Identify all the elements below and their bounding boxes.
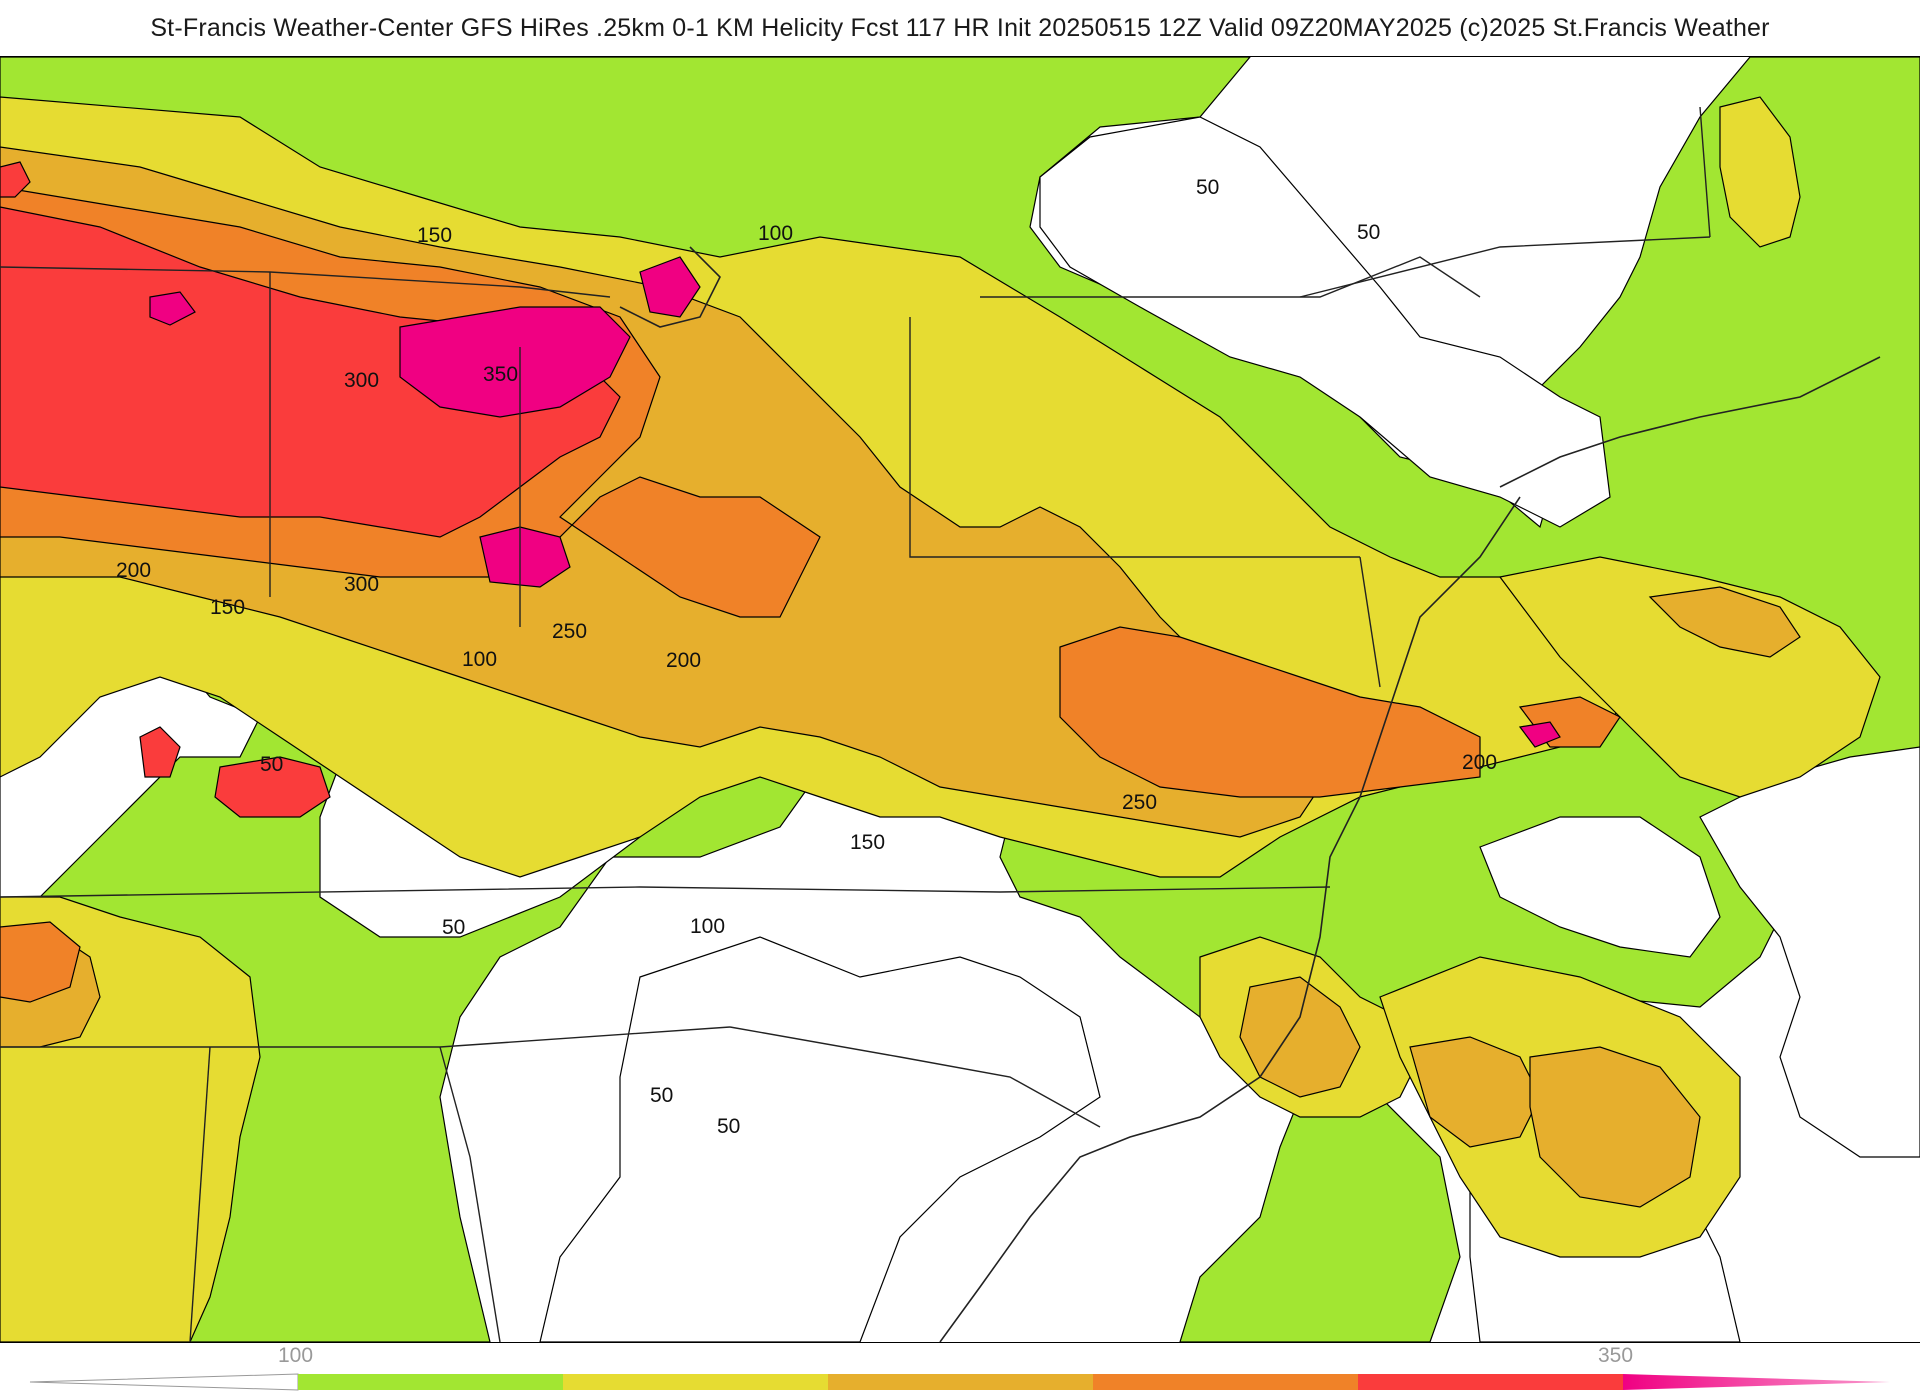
red-sw-1 xyxy=(139,726,181,778)
red-north-band xyxy=(0,206,621,538)
contour-label: 150 xyxy=(417,224,452,247)
fill-300 xyxy=(149,256,1561,748)
border-line-7 xyxy=(189,1046,211,1342)
border-line-13 xyxy=(1699,106,1711,238)
white-hole-northeast xyxy=(1039,116,1611,528)
contour-label: 100 xyxy=(758,222,793,245)
colorbar-segment-150 xyxy=(828,1374,1093,1390)
contour-label: 200 xyxy=(666,649,701,672)
red-sw-2 xyxy=(214,756,331,818)
contour-label: 50 xyxy=(442,916,465,939)
contour-label: 150 xyxy=(850,831,885,854)
contour-label: 100 xyxy=(462,648,497,671)
state-boundaries xyxy=(0,106,1711,1342)
border-line-4 xyxy=(0,886,1331,898)
colorbar-segment-300 xyxy=(1623,1374,1890,1390)
contour-label: 300 xyxy=(344,369,379,392)
colorbar-segment-50 xyxy=(298,1374,563,1390)
border-line-8 xyxy=(439,1046,501,1342)
colorbar-segment-none xyxy=(29,1373,299,1391)
green-southeast-lobe xyxy=(1179,1096,1461,1342)
contour-label: 50 xyxy=(260,753,283,776)
contour-label: 200 xyxy=(1462,751,1497,774)
white-hole-atlantic xyxy=(1479,816,1721,958)
contour-label: 50 xyxy=(717,1115,740,1138)
magenta-core-3 xyxy=(639,256,701,318)
border-line-10 xyxy=(1359,556,1381,688)
great-lakes-shore xyxy=(619,246,721,328)
border-line-1 xyxy=(0,266,611,298)
orange-sw-blob xyxy=(0,921,81,1003)
contour-label: 250 xyxy=(1122,791,1157,814)
map-title: St-Francis Weather-Center GFS HiRes .25k… xyxy=(150,14,1770,42)
contour-label: 200 xyxy=(116,559,151,582)
contour-label: 50 xyxy=(650,1084,673,1107)
atlantic-coast xyxy=(939,496,1521,1342)
fill-250 xyxy=(0,161,621,818)
yellow-north-blob xyxy=(1719,96,1801,248)
magenta-small-1 xyxy=(149,291,196,326)
white-hole-far-east xyxy=(1699,746,1920,1158)
contour-label: 50 xyxy=(1196,176,1219,199)
contour-label: 250 xyxy=(552,620,587,643)
ny-coast xyxy=(1499,356,1881,488)
lorange-atlantic-2 xyxy=(1529,1046,1701,1208)
contour-label: 100 xyxy=(690,915,725,938)
border-line-12 xyxy=(1299,236,1711,298)
helicity-map: 150 100 50 50 300 350 200 300 150 250 10… xyxy=(0,56,1920,1343)
lorange-carolina xyxy=(1239,976,1361,1098)
colorbar xyxy=(29,1373,1890,1391)
colorbar-segment-200 xyxy=(1093,1374,1358,1390)
lorange-east xyxy=(1648,586,1801,658)
red-west-small xyxy=(0,161,31,198)
white-hole-south xyxy=(539,936,1101,1342)
border-line-11 xyxy=(980,256,1481,298)
colorbar-segment-250 xyxy=(1358,1374,1623,1390)
contour-label: 300 xyxy=(344,573,379,596)
border-line-9 xyxy=(909,317,1360,558)
contour-label: 50 xyxy=(1357,221,1380,244)
colorbar-tick-label: 350 xyxy=(1598,1344,1634,1367)
contour-label: 350 xyxy=(483,363,518,386)
magenta-small-2 xyxy=(1518,721,1561,748)
border-line-6 xyxy=(729,1026,1101,1128)
contour-label-group: 150 100 50 50 300 350 200 300 150 250 10… xyxy=(116,176,1497,1138)
coastline xyxy=(619,246,1881,1342)
colorbar-tick-label: 100 xyxy=(278,1344,314,1367)
lorange-atlantic-1 xyxy=(1409,1036,1541,1148)
contour-label: 150 xyxy=(210,596,245,619)
magenta-core-1 xyxy=(399,306,631,418)
colorbar-segment-100 xyxy=(563,1374,828,1390)
